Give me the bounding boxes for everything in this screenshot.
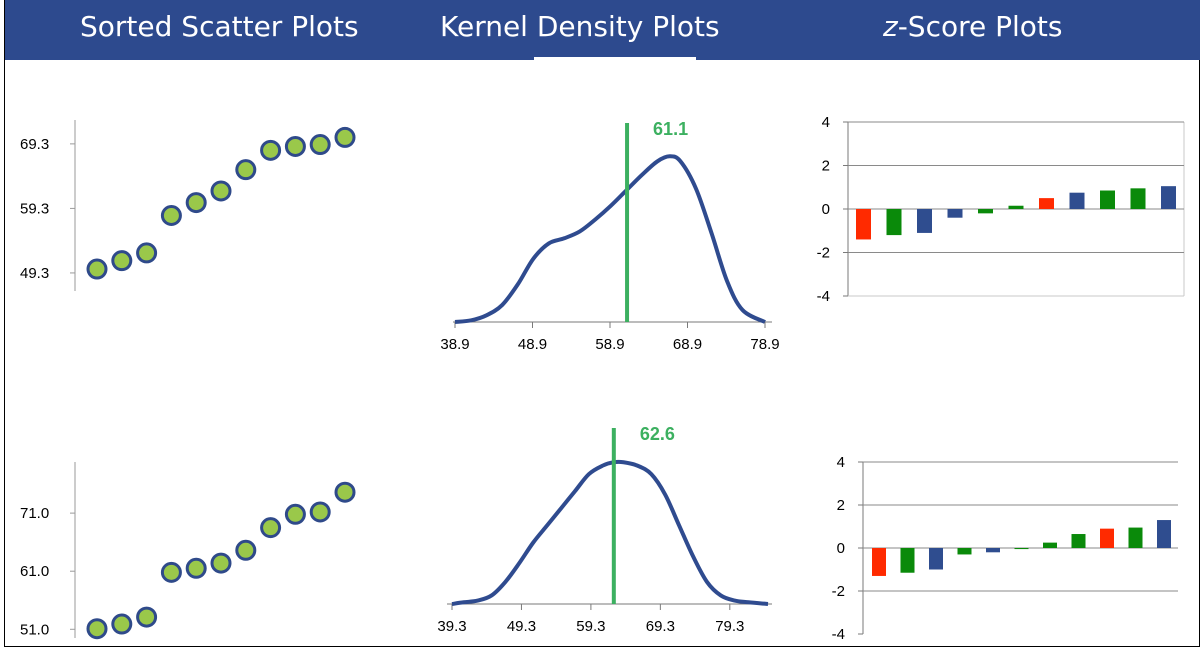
scatter-point (185, 557, 207, 579)
y-tick-label: 69.3 (20, 136, 49, 153)
scatter-point (210, 180, 232, 202)
header-underline (534, 57, 696, 61)
kde-bottom: 39.3 49.3 59.3 69.3 79.3 62.6 (437, 424, 772, 635)
y-tick-label: 61.0 (20, 563, 49, 580)
x-tick-label: 39.3 (437, 618, 466, 635)
header-sorted-scatter: Sorted Scatter Plots (80, 10, 359, 43)
zscore-bar (986, 548, 1000, 553)
x-tick-label: 38.9 (440, 336, 469, 353)
zscore-bar (1014, 548, 1029, 550)
zscore-bar (1128, 527, 1143, 548)
zscore-bar (1069, 192, 1085, 209)
scatter-point (309, 134, 331, 156)
zscore-bottom: 4 2 0 -2 -4 (832, 454, 1178, 643)
zscore-bar (1008, 205, 1024, 209)
density-curve (451, 459, 769, 606)
scatter-point (334, 126, 356, 148)
y-tick-label: 71.0 (20, 505, 49, 522)
scatter-point (284, 503, 306, 525)
zscore-bar (957, 548, 972, 555)
zscore-bar (1130, 188, 1146, 209)
zscore-bar (1157, 520, 1171, 548)
zscore-bar (1161, 186, 1176, 209)
kde-top: 38.9 48.9 58.9 68.9 78.9 61.1 (440, 119, 779, 353)
y-tick-label: 2 (822, 158, 830, 175)
scatter-point (185, 192, 207, 214)
scatter-point (111, 250, 133, 272)
mean-label: 62.6 (640, 424, 675, 444)
scatter-point (284, 135, 306, 157)
x-tick-label: 69.3 (646, 618, 675, 635)
scatter-point (86, 258, 108, 280)
header-zscore: z-Score Plots (883, 10, 1063, 43)
scatter-point (160, 205, 182, 227)
y-tick-label: 49.3 (20, 265, 49, 282)
zscore-bar (978, 209, 993, 214)
y-tick-label: 2 (837, 497, 845, 514)
x-tick-label: 79.3 (715, 618, 744, 635)
y-tick-label: -4 (832, 626, 845, 643)
y-tick-label: 4 (822, 114, 830, 131)
scatter-point (210, 552, 232, 574)
y-tick-label: -2 (832, 583, 845, 600)
y-tick-label: 59.3 (20, 200, 49, 217)
zscore-bar (1100, 190, 1115, 209)
scatter-point (309, 501, 331, 523)
x-tick-label: 48.9 (518, 336, 547, 353)
header-bar: Sorted Scatter Plots Kernel Density Plot… (5, 0, 1200, 60)
header-zscore-z: z (883, 10, 898, 43)
zscore-bar (886, 209, 902, 236)
zscore-bar (1071, 534, 1086, 548)
y-tick-label: 4 (837, 454, 845, 471)
sorted-scatter-bottom: 51.0 61.0 71.0 (20, 462, 356, 640)
y-tick-label: -2 (817, 245, 830, 262)
slide-frame (4, 0, 1200, 647)
zscore-top: 4 2 0 -2 -4 (817, 114, 1185, 305)
scatter-point (260, 517, 282, 539)
zscore-bar (929, 548, 943, 570)
zscore-bar (900, 548, 915, 573)
x-tick-label: 49.3 (507, 618, 536, 635)
zscore-bar (1043, 542, 1057, 548)
zscore-bar (1039, 198, 1054, 209)
header-kernel-density: Kernel Density Plots (440, 10, 720, 43)
scatter-point (260, 139, 282, 161)
y-tick-label: -4 (817, 288, 830, 305)
density-curve (454, 154, 766, 324)
mean-label: 61.1 (653, 119, 688, 139)
y-tick-label: 0 (837, 540, 845, 557)
zscore-bar (947, 209, 963, 218)
zscore-bar (917, 209, 932, 233)
x-tick-label: 59.3 (576, 618, 605, 635)
y-tick-label: 51.0 (20, 621, 49, 638)
scatter-point (111, 613, 133, 635)
zscore-bar (856, 209, 871, 240)
sorted-scatter-top: 49.3 59.3 69.3 (20, 120, 356, 291)
header-zscore-rest: -Score Plots (897, 10, 1063, 43)
scatter-point (334, 481, 356, 503)
x-tick-label: 58.9 (595, 336, 624, 353)
zscore-bar (1100, 528, 1114, 548)
scatter-point (235, 159, 257, 181)
scatter-point (136, 606, 158, 628)
scatter-point (86, 618, 108, 640)
scatter-point (235, 539, 257, 561)
zscore-bar (872, 548, 886, 576)
y-tick-label: 0 (822, 201, 830, 218)
scatter-point (136, 242, 158, 264)
scatter-point (160, 561, 182, 583)
x-tick-label: 68.9 (673, 336, 702, 353)
x-tick-label: 78.9 (750, 336, 779, 353)
